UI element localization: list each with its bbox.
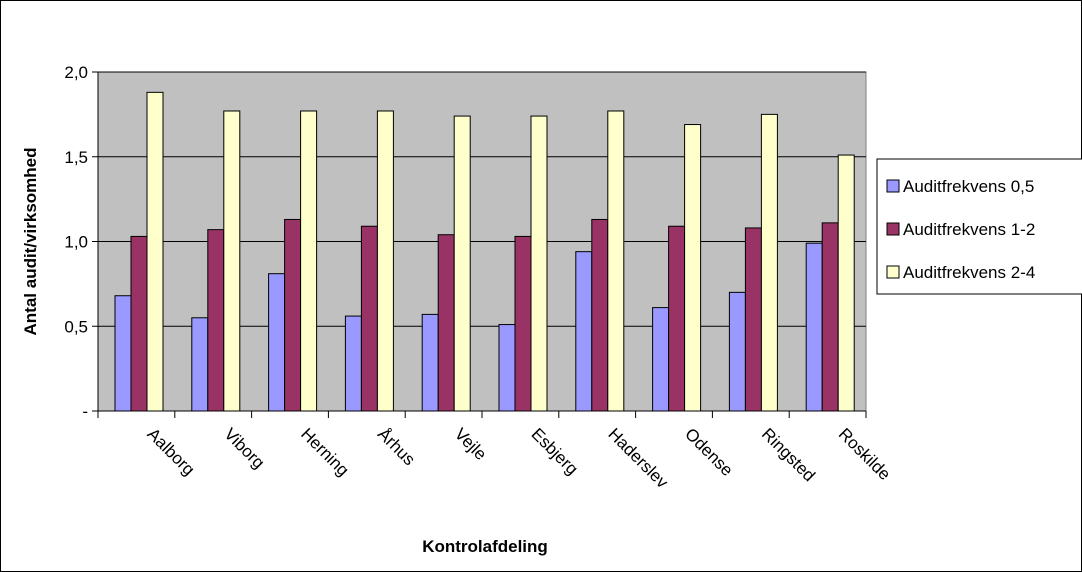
legend-label: Auditfrekvens 0,5	[903, 177, 1034, 196]
bar	[130, 235, 148, 412]
y-tick-label: -	[82, 402, 88, 421]
bar	[114, 295, 132, 412]
x-tick-label: Haderslev	[604, 424, 672, 492]
bar	[376, 110, 394, 412]
bar	[514, 235, 532, 412]
legend-swatch	[886, 222, 900, 236]
bar	[591, 218, 609, 412]
bar	[146, 91, 164, 412]
bar	[437, 234, 455, 412]
legend-label: Auditfrekvens 1-2	[903, 220, 1035, 239]
x-tick-label: Odense	[681, 424, 737, 480]
bar	[530, 115, 548, 412]
bar	[191, 317, 209, 412]
bar	[575, 251, 593, 412]
x-tick-label: Roskilde	[835, 424, 895, 484]
bar	[344, 315, 362, 412]
bar	[684, 124, 702, 412]
bar	[805, 242, 823, 412]
x-tick-label: Herning	[297, 424, 353, 480]
x-tick-label: Esbjerg	[528, 424, 582, 478]
bar	[498, 324, 516, 412]
bar	[300, 110, 318, 412]
bar	[837, 154, 855, 412]
x-axis-title: Kontrolafdeling	[422, 537, 548, 556]
bar	[744, 227, 762, 412]
y-tick-label: 0,5	[64, 317, 88, 336]
bar	[223, 110, 241, 412]
bar	[668, 225, 686, 412]
bar	[652, 307, 670, 412]
x-tick-labels: Aalborg Viborg Herning Århus Vejle Esbjerg Had…	[144, 424, 895, 492]
bar	[453, 115, 471, 412]
y-tick-label: 1,5	[64, 148, 88, 167]
bars	[114, 91, 855, 412]
bar	[821, 222, 839, 412]
x-tick-label: Århus	[374, 424, 419, 469]
legend-box	[876, 158, 1082, 295]
bar	[607, 110, 625, 412]
y-tick-label: 2,0	[64, 63, 88, 82]
bar	[760, 113, 778, 412]
bar	[421, 313, 439, 412]
legend-swatch	[886, 179, 900, 193]
y-axis-title: Antal audit/virksomhed	[21, 148, 40, 336]
bar	[207, 229, 225, 412]
axes	[92, 71, 867, 418]
legend-label: Auditfrekvens 2-4	[903, 263, 1035, 282]
y-tick-labels: - 0,5 1,0 1,5 2,0	[64, 63, 88, 421]
bar	[728, 291, 746, 412]
legend-swatch	[886, 265, 900, 279]
legend: Auditfrekvens 0,5 Auditfrekvens 1-2 Auditf…	[876, 158, 1082, 295]
bar	[284, 218, 302, 412]
y-tick-label: 1,0	[64, 233, 88, 252]
x-tick-label: Ringsted	[758, 424, 819, 485]
x-tick-label: Viborg	[220, 424, 268, 472]
x-tick-label: Aalborg	[144, 424, 199, 479]
bar	[360, 225, 378, 412]
bar	[268, 273, 286, 412]
x-tick-label: Vejle	[451, 424, 491, 464]
